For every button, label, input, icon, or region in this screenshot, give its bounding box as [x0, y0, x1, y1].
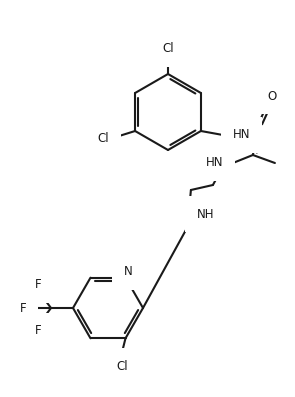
Text: Cl: Cl [97, 131, 109, 145]
Text: Cl: Cl [117, 360, 128, 373]
Text: F: F [35, 279, 41, 291]
Text: N: N [124, 265, 133, 278]
Text: F: F [20, 301, 26, 314]
Text: O: O [267, 89, 276, 102]
Text: Cl: Cl [162, 42, 174, 56]
Text: HN: HN [205, 156, 223, 170]
Text: NH: NH [197, 208, 214, 220]
Text: F: F [35, 324, 41, 337]
Text: HN: HN [233, 129, 250, 141]
